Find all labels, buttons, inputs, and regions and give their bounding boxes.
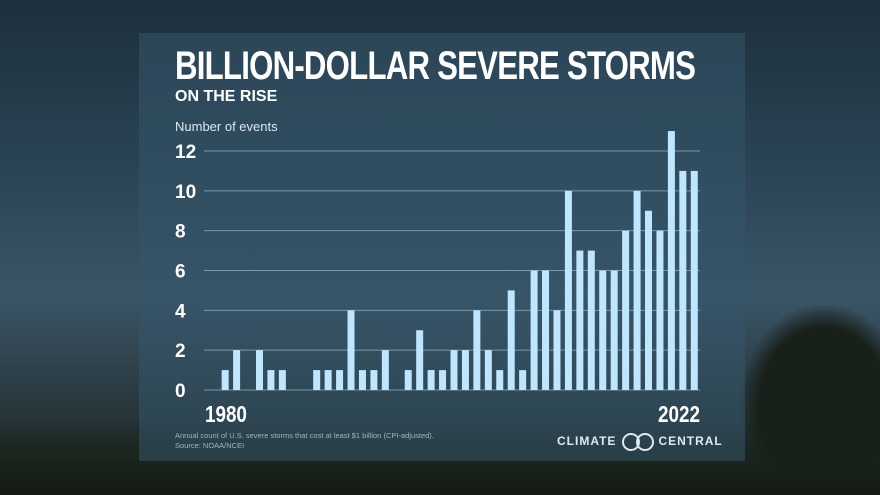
bar-2000: [439, 370, 447, 390]
y-tick-label: 6: [175, 262, 186, 283]
bar-2001: [450, 350, 458, 390]
bar-2016: [622, 230, 630, 390]
chart-title: BILLION-DOLLAR SEVERE STORMS: [175, 44, 696, 88]
bar-2006: [507, 290, 515, 390]
y-tick-label: 8: [175, 222, 186, 243]
bar-2010: [553, 310, 561, 390]
background-trees: [740, 305, 880, 475]
bar-2003: [473, 310, 481, 390]
y-tick-label: 2: [175, 341, 186, 362]
bar-2018: [645, 210, 653, 390]
bar-1984: [255, 350, 263, 390]
logo-text-left: CLIMATE: [557, 434, 617, 448]
bar-2007: [519, 370, 527, 390]
footnote-description: Annual count of U.S. severe storms that …: [175, 431, 434, 440]
bar-1990: [324, 370, 332, 390]
bar-1991: [336, 370, 344, 390]
bar-1982: [233, 350, 241, 390]
y-tick-label: 0: [175, 381, 186, 402]
x-tick-label-end: 2022: [658, 402, 700, 427]
y-tick-label: 10: [175, 182, 196, 203]
bar-1994: [370, 370, 378, 390]
bar-1989: [313, 370, 321, 390]
bar-2008: [530, 270, 538, 390]
bar-2019: [656, 230, 664, 390]
bar-2002: [461, 350, 469, 390]
chart-subtitle: ON THE RISE: [175, 88, 278, 105]
y-axis-label: Number of events: [175, 119, 278, 134]
bar-1992: [347, 310, 355, 390]
bar-1997: [404, 370, 412, 390]
y-tick-label: 12: [175, 142, 196, 163]
bar-1985: [267, 370, 275, 390]
bar-2022: [690, 170, 698, 390]
bar-1998: [416, 330, 424, 390]
bar-2020: [667, 131, 675, 391]
bar-1986: [278, 370, 286, 390]
x-tick-label-start: 1980: [205, 402, 247, 427]
logo-text-right: CENTRAL: [658, 434, 723, 448]
bar-1993: [358, 370, 366, 390]
bar-2004: [484, 350, 492, 390]
bar-2011: [564, 190, 572, 390]
footnote: Annual count of U.S. severe storms that …: [175, 431, 434, 451]
bar-1995: [381, 350, 389, 390]
bar-2017: [633, 190, 641, 390]
bar-2014: [599, 270, 607, 390]
logo-rings-icon: [620, 433, 655, 451]
bar-2005: [496, 370, 504, 390]
bar-1999: [427, 370, 435, 390]
bar-2013: [587, 250, 595, 390]
bar-2009: [542, 270, 550, 390]
bar-2012: [576, 250, 584, 390]
footnote-source: Source: NOAA/NCEI: [175, 441, 245, 450]
bar-1981: [221, 370, 229, 390]
bar-2021: [679, 170, 687, 390]
y-tick-label: 4: [175, 301, 186, 322]
climate-central-logo: CLIMATE CENTRAL: [557, 433, 723, 451]
bar-2015: [610, 270, 618, 390]
